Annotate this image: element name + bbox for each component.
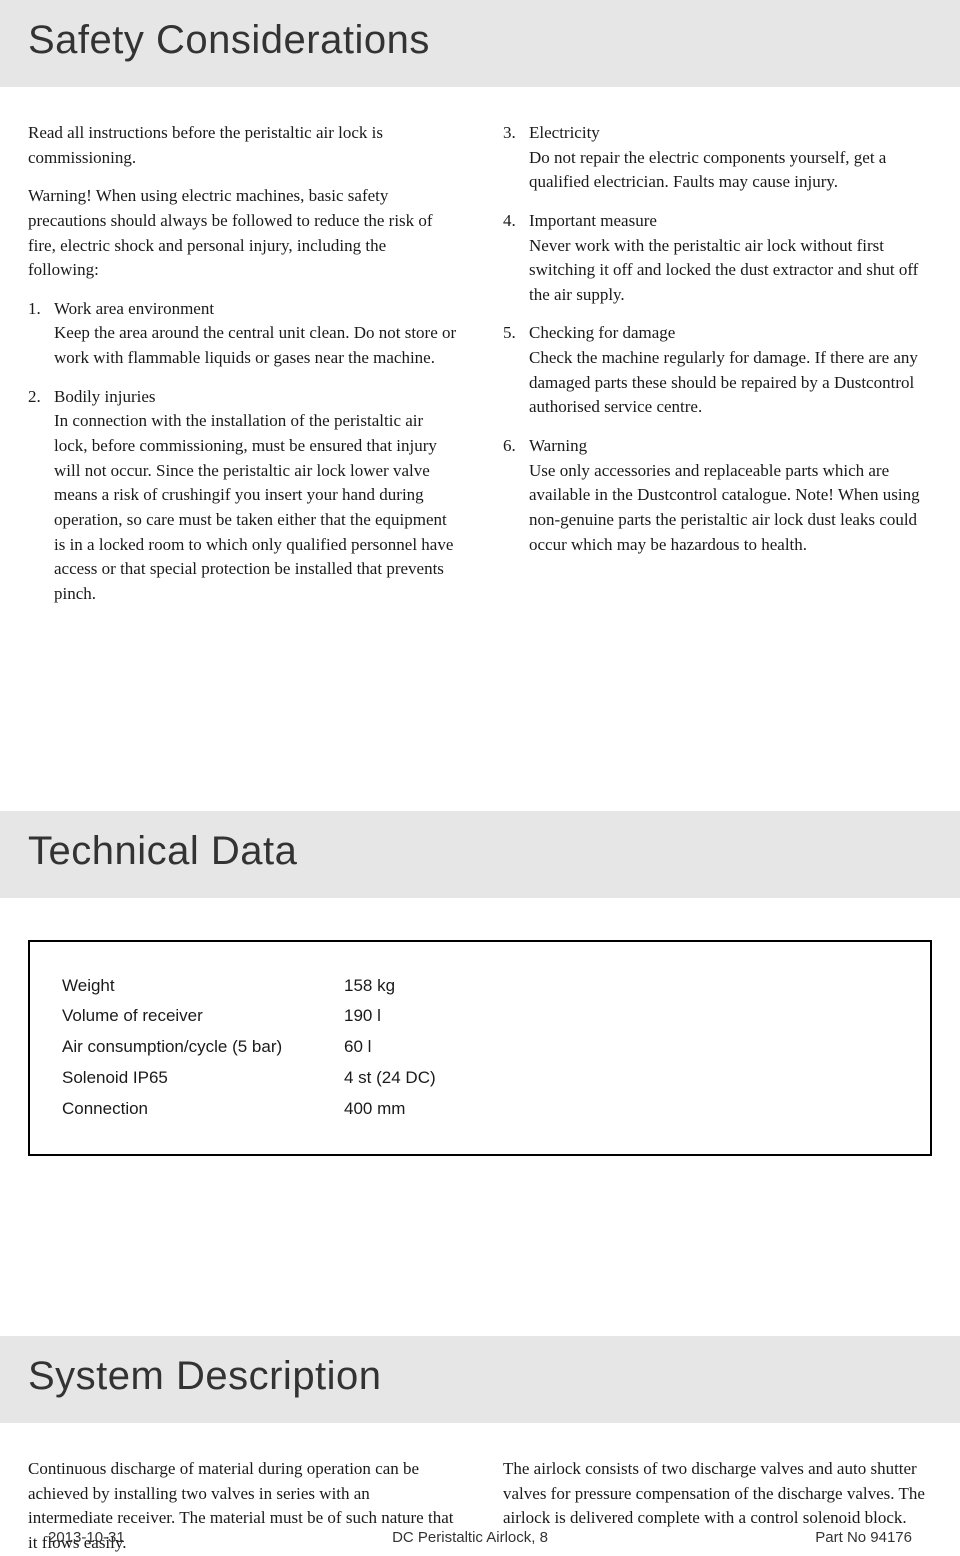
safety-item-title: Bodily injuries: [54, 387, 156, 406]
safety-item-num: 6.: [503, 434, 529, 557]
heading-system: System Description: [0, 1336, 960, 1423]
safety-item-title: Important measure: [529, 211, 657, 230]
table-row: Solenoid IP65 4 st (24 DC): [62, 1064, 436, 1093]
table-row: Connection 400 mm: [62, 1095, 436, 1124]
safety-item-text: Use only accessories and replaceable par…: [529, 461, 920, 554]
technical-box: Weight 158 kg Volume of receiver 190 l A…: [28, 940, 932, 1156]
table-row: Volume of receiver 190 l: [62, 1002, 436, 1031]
safety-item: 2. Bodily injuries In connection with th…: [28, 385, 457, 607]
safety-item-text: Never work with the peristaltic air lock…: [529, 236, 918, 304]
safety-item: 6. Warning Use only accessories and repl…: [503, 434, 932, 557]
tech-value: 158 kg: [344, 972, 436, 1001]
tech-value: 190 l: [344, 1002, 436, 1031]
heading-technical: Technical Data: [0, 811, 960, 898]
safety-item-body: Warning Use only accessories and replace…: [529, 434, 932, 557]
safety-item-title: Electricity: [529, 123, 600, 142]
tech-value: 400 mm: [344, 1095, 436, 1124]
safety-item-text: In connection with the installation of t…: [54, 411, 453, 602]
tech-label: Connection: [62, 1095, 342, 1124]
safety-intro-1: Read all instructions before the perista…: [28, 121, 457, 170]
safety-columns: Read all instructions before the perista…: [0, 87, 960, 621]
safety-item-body: Work area environment Keep the area arou…: [54, 297, 457, 371]
safety-item-text: Keep the area around the central unit cl…: [54, 323, 456, 367]
safety-item-title: Checking for damage: [529, 323, 675, 342]
system-text-right: The airlock consists of two discharge va…: [503, 1457, 932, 1531]
tech-label: Weight: [62, 972, 342, 1001]
tech-label: Solenoid IP65: [62, 1064, 342, 1093]
technical-table: Weight 158 kg Volume of receiver 190 l A…: [60, 970, 438, 1126]
safety-item-title: Warning: [529, 436, 587, 455]
safety-item-num: 5.: [503, 321, 529, 420]
safety-list-right: 3. Electricity Do not repair the electri…: [503, 121, 932, 557]
safety-item-body: Electricity Do not repair the electric c…: [529, 121, 932, 195]
footer-date: 2013-10-31: [48, 1529, 125, 1546]
footer-center: DC Peristaltic Airlock, 8: [392, 1529, 548, 1546]
safety-item-num: 3.: [503, 121, 529, 195]
safety-list-left: 1. Work area environment Keep the area a…: [28, 297, 457, 607]
safety-intro-2: Warning! When using electric machines, b…: [28, 184, 457, 283]
safety-item: 3. Electricity Do not repair the electri…: [503, 121, 932, 195]
tech-label: Air consumption/cycle (5 bar): [62, 1033, 342, 1062]
safety-item-body: Bodily injuries In connection with the i…: [54, 385, 457, 607]
tech-value: 4 st (24 DC): [344, 1064, 436, 1093]
table-row: Weight 158 kg: [62, 972, 436, 1001]
page-footer: 2013-10-31 DC Peristaltic Airlock, 8 Par…: [0, 1529, 960, 1546]
footer-part: Part No 94176: [815, 1529, 912, 1546]
safety-item-num: 2.: [28, 385, 54, 607]
safety-item-title: Work area environment: [54, 299, 214, 318]
safety-item: 4. Important measure Never work with the…: [503, 209, 932, 308]
heading-safety: Safety Considerations: [0, 0, 960, 87]
safety-item: 1. Work area environment Keep the area a…: [28, 297, 457, 371]
safety-item-num: 4.: [503, 209, 529, 308]
safety-col-right: 3. Electricity Do not repair the electri…: [503, 121, 932, 621]
safety-item-body: Important measure Never work with the pe…: [529, 209, 932, 308]
tech-value: 60 l: [344, 1033, 436, 1062]
safety-item-num: 1.: [28, 297, 54, 371]
table-row: Air consumption/cycle (5 bar) 60 l: [62, 1033, 436, 1062]
safety-item-text: Check the machine regularly for damage. …: [529, 348, 918, 416]
safety-item-body: Checking for damage Check the machine re…: [529, 321, 932, 420]
safety-col-left: Read all instructions before the perista…: [28, 121, 457, 621]
tech-label: Volume of receiver: [62, 1002, 342, 1031]
safety-item: 5. Checking for damage Check the machine…: [503, 321, 932, 420]
safety-item-text: Do not repair the electric components yo…: [529, 148, 886, 192]
